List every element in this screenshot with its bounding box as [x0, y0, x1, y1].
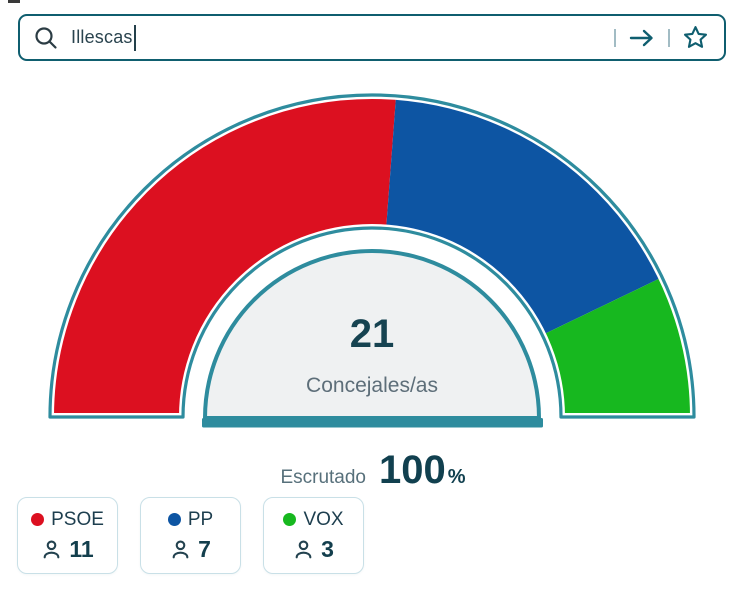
party-color-dot: [283, 513, 297, 526]
party-seat-count: 3: [321, 535, 334, 562]
party-seats-row: 11: [41, 535, 94, 563]
gauge-baseline-bar: [202, 418, 543, 428]
party-name: PSOE: [51, 508, 104, 530]
gauge-outline: [48, 93, 696, 419]
party-name: VOX: [303, 508, 344, 530]
legend-card-pp: PP 7: [140, 497, 241, 574]
top-edge-fragment: [8, 0, 20, 3]
party-color-dot: [167, 513, 181, 526]
scrutiny-row: Escrutado 100 %: [0, 450, 746, 490]
legend-card-psoe: PSOE 11: [17, 497, 118, 574]
party-name: PP: [187, 508, 214, 530]
party-color-dot: [31, 513, 45, 526]
separator: [614, 28, 616, 47]
scrutiny-value: 100: [379, 448, 446, 492]
text-caret: [133, 24, 136, 51]
person-icon: [295, 539, 312, 558]
party-seat-count: 7: [198, 535, 211, 562]
search-submit-button[interactable]: [626, 25, 658, 51]
star-icon: [683, 26, 708, 48]
party-seats-row: 3: [293, 536, 334, 563]
search-value: Illescas: [71, 27, 133, 47]
scrutiny-unit: %: [447, 466, 466, 488]
party-name-row: VOX: [283, 508, 344, 531]
total-seats-label: Concejales/as: [306, 374, 438, 397]
gauge-inner-disc: [202, 249, 542, 420]
search-input[interactable]: Illescas: [71, 16, 604, 59]
person-icon: [43, 539, 60, 558]
favorite-button[interactable]: [680, 22, 711, 53]
gauge-segments: [50, 94, 694, 417]
gauge-segment-vox[interactable]: [542, 277, 694, 417]
gauge-segment-psoe[interactable]: [50, 94, 397, 417]
party-seats-row: 7: [170, 536, 211, 563]
separator: [668, 28, 670, 47]
person-icon: [172, 539, 189, 558]
total-seats-value: 21: [350, 312, 395, 356]
gauge-segment-pp[interactable]: [386, 95, 663, 336]
search-icon: [35, 26, 57, 49]
arrow-right-icon: [629, 29, 653, 46]
scrutiny-label: Escrutado: [280, 467, 366, 488]
party-seat-count: 11: [69, 535, 94, 562]
party-name-row: PSOE: [31, 509, 104, 531]
search-bar: Illescas: [18, 14, 726, 61]
party-name-row: PP: [167, 508, 214, 531]
legend-card-vox: VOX 3: [263, 497, 364, 574]
legend: PSOE 11 PP 7: [17, 497, 364, 574]
